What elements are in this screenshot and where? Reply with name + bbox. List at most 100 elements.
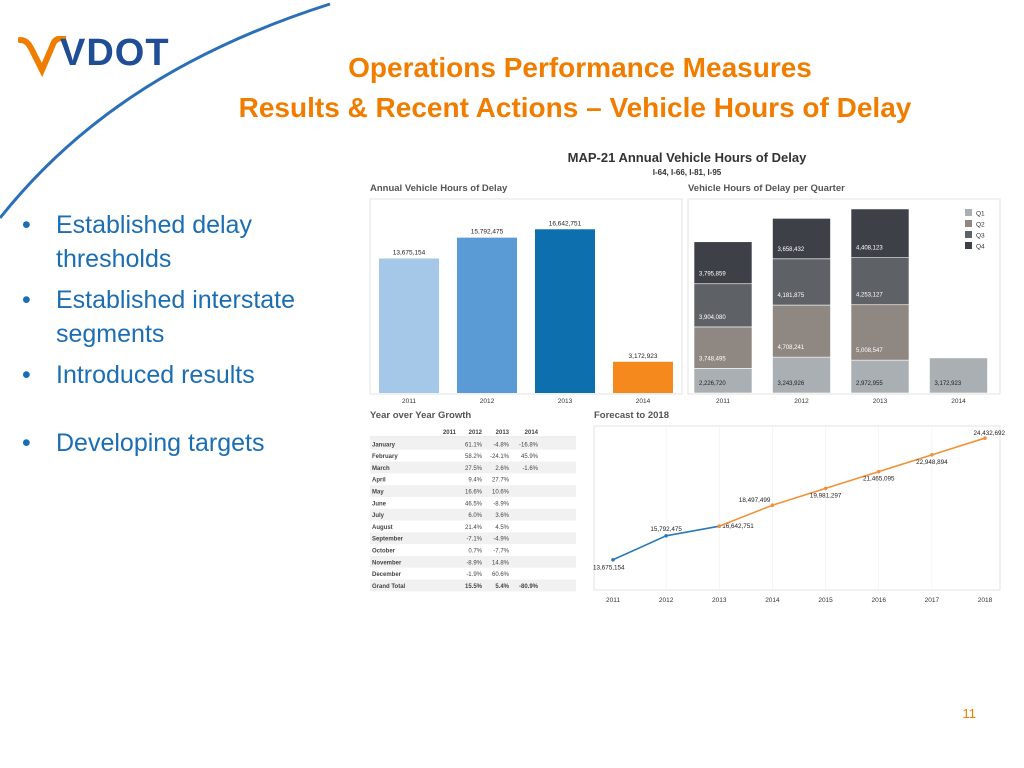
table-row: [370, 508, 576, 521]
table-cell: August: [372, 525, 393, 531]
legend-label: Q2: [976, 222, 985, 229]
x-tick-label: 2017: [925, 597, 940, 604]
x-tick-label: 2014: [636, 398, 651, 405]
table-cell: -7.7%: [493, 549, 509, 555]
chart-title: Vehicle Hours of Delay per Quarter: [688, 183, 845, 194]
bar-segment: [772, 258, 831, 306]
x-tick-label: 2012: [480, 398, 495, 405]
chart-title: Forecast to 2018: [594, 410, 669, 421]
column-header: 2013: [496, 430, 510, 436]
table-cell: July: [372, 513, 385, 519]
bullet-list: Established delay thresholds Established…: [20, 208, 360, 467]
table-cell: -4.8%: [493, 442, 509, 448]
data-label: 4,408,123: [856, 246, 883, 252]
table-cell: 2.6%: [495, 466, 509, 472]
x-tick-label: 2012: [659, 597, 674, 604]
x-tick-label: 2016: [871, 597, 886, 604]
bar-segment: [850, 257, 910, 306]
data-label: 24,432,692: [973, 430, 1005, 437]
bar-segment: [929, 357, 988, 394]
table-cell: -80.9%: [519, 584, 539, 590]
legend-label: Q1: [976, 211, 985, 218]
data-label: 5,008,547: [856, 348, 883, 354]
legend-swatch: [965, 231, 972, 238]
data-label: 16,642,751: [549, 220, 582, 227]
x-tick-label: 2013: [558, 398, 573, 405]
quarterly-delay-chart: Vehicle Hours of Delay per Quarter 2,226,…: [687, 183, 1001, 405]
slide-title: Operations Performance Measures: [348, 52, 812, 83]
bar: [379, 258, 439, 393]
table-cell: 46.5%: [465, 501, 483, 507]
data-label: 4,181,875: [778, 293, 805, 299]
table-row: [370, 567, 576, 580]
table-cell: January: [372, 442, 396, 448]
slide-subtitle: Results & Recent Actions – Vehicle Hours…: [238, 92, 912, 123]
table-cell: -24.1%: [490, 454, 510, 460]
blue-swoosh-decoration: [0, 2, 331, 219]
table-cell: 27.5%: [465, 466, 483, 472]
legend-label: Q3: [976, 233, 985, 240]
x-tick-label: 2013: [712, 597, 727, 604]
bar-segment: [850, 304, 910, 361]
bar-segment: [772, 218, 831, 260]
table-cell: 45.9%: [521, 454, 539, 460]
data-label: 3,243,926: [778, 381, 805, 387]
x-tick-label: 2011: [606, 597, 620, 604]
table-cell: 27.7%: [492, 478, 510, 484]
logo-text: VDOT: [60, 32, 170, 74]
legend-swatch: [965, 242, 972, 249]
table-cell: 61.1%: [465, 442, 483, 448]
data-point: [876, 469, 881, 474]
table-cell: March: [372, 466, 390, 472]
bar-segment: [772, 356, 831, 394]
data-label: 3,658,432: [778, 247, 805, 253]
bar-segment: [850, 208, 910, 258]
bullet-item: Developing targets: [20, 426, 360, 460]
table-cell: 58.2%: [465, 454, 483, 460]
table-cell: Grand Total: [372, 584, 406, 590]
table-cell: September: [372, 537, 404, 543]
data-label: 2,226,720: [699, 381, 726, 387]
data-label: 15,792,475: [650, 526, 682, 533]
forecast-chart: Forecast to 2018 2011 2012 2013 2014 2015 2016…: [593, 410, 1005, 604]
bar: [535, 229, 595, 393]
bar-segment: [693, 283, 753, 328]
table-cell: June: [372, 501, 387, 507]
table-row: [370, 544, 576, 556]
table-cell: -1.9%: [466, 572, 482, 578]
table-row: [370, 556, 576, 568]
table-cell: November: [372, 560, 402, 566]
table-cell: December: [372, 572, 402, 578]
table-cell: 4.5%: [495, 525, 509, 531]
table-cell: -7.1%: [466, 537, 482, 543]
table-cell: 0.7%: [468, 549, 482, 555]
data-label: 21,465,095: [863, 476, 895, 483]
table-cell: April: [372, 478, 386, 484]
data-point: [664, 533, 668, 538]
table-cell: 3.6%: [495, 513, 509, 519]
series-line: [718, 437, 986, 527]
bullet-item: Introduced results: [20, 358, 360, 392]
data-label: 16,642,751: [722, 523, 754, 530]
table-cell: 16.6%: [465, 490, 483, 496]
table-cell: May: [372, 490, 384, 496]
data-label: 18,497,499: [739, 497, 771, 504]
x-tick-label: 2014: [951, 398, 966, 405]
table-row: [370, 579, 576, 592]
page-number: 11: [962, 706, 977, 721]
logo-v-icon: [18, 36, 66, 78]
table-row: [370, 438, 576, 450]
table-cell: 6.0%: [468, 513, 482, 519]
table-row: [370, 473, 576, 486]
legend-swatch: [965, 220, 972, 227]
legend-label: Q4: [976, 244, 985, 251]
table-cell: -8.9%: [466, 560, 482, 566]
annual-delay-chart: Annual Vehicle Hours of Delay 13,675,154 2…: [369, 183, 683, 405]
data-label: 13,675,154: [393, 249, 426, 256]
data-point: [770, 503, 775, 508]
data-label: 4,708,241: [778, 345, 805, 351]
chart-title: Annual Vehicle Hours of Delay: [370, 183, 508, 194]
table-cell: -4.9%: [493, 537, 509, 543]
data-label: 3,904,080: [699, 315, 726, 321]
data-label: 19,981,297: [810, 492, 842, 499]
